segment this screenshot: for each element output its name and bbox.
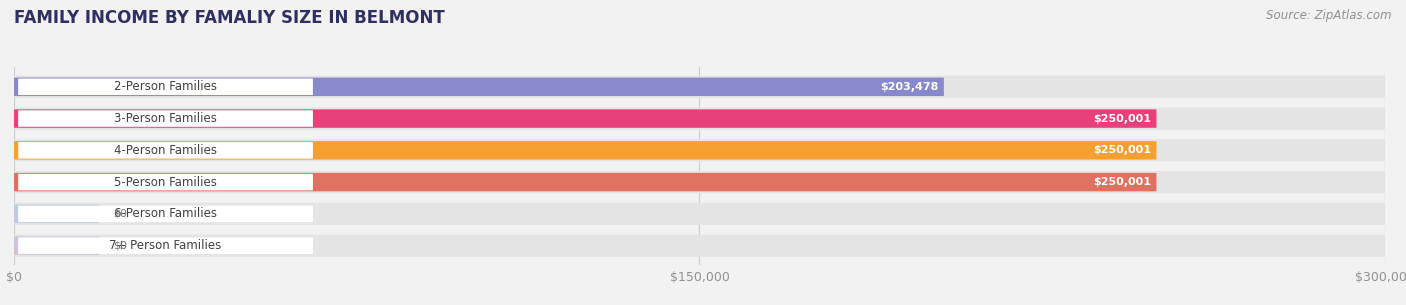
Text: 2-Person Families: 2-Person Families <box>114 80 217 93</box>
FancyBboxPatch shape <box>14 109 1157 128</box>
Text: $250,001: $250,001 <box>1092 177 1152 187</box>
Text: $250,001: $250,001 <box>1092 113 1152 124</box>
Text: Source: ZipAtlas.com: Source: ZipAtlas.com <box>1267 9 1392 22</box>
FancyBboxPatch shape <box>14 235 1385 257</box>
FancyBboxPatch shape <box>14 139 1385 161</box>
FancyBboxPatch shape <box>14 141 1157 160</box>
FancyBboxPatch shape <box>14 107 1385 130</box>
Text: $203,478: $203,478 <box>880 82 938 92</box>
FancyBboxPatch shape <box>18 110 314 127</box>
FancyBboxPatch shape <box>18 79 314 95</box>
FancyBboxPatch shape <box>14 171 1385 193</box>
FancyBboxPatch shape <box>14 173 1157 191</box>
FancyBboxPatch shape <box>18 142 314 159</box>
Text: $0: $0 <box>112 209 127 219</box>
FancyBboxPatch shape <box>14 203 1385 225</box>
FancyBboxPatch shape <box>14 77 943 96</box>
FancyBboxPatch shape <box>14 236 98 255</box>
Text: 6-Person Families: 6-Person Families <box>114 207 217 221</box>
FancyBboxPatch shape <box>18 174 314 190</box>
Text: FAMILY INCOME BY FAMALIY SIZE IN BELMONT: FAMILY INCOME BY FAMALIY SIZE IN BELMONT <box>14 9 444 27</box>
Text: $250,001: $250,001 <box>1092 145 1152 155</box>
Text: 4-Person Families: 4-Person Families <box>114 144 217 157</box>
FancyBboxPatch shape <box>14 205 98 223</box>
Text: 7+ Person Families: 7+ Person Families <box>110 239 222 252</box>
FancyBboxPatch shape <box>14 76 1385 98</box>
FancyBboxPatch shape <box>18 206 314 222</box>
Text: $0: $0 <box>112 241 127 251</box>
FancyBboxPatch shape <box>18 237 314 254</box>
Text: 5-Person Families: 5-Person Families <box>114 176 217 188</box>
Text: 3-Person Families: 3-Person Families <box>114 112 217 125</box>
